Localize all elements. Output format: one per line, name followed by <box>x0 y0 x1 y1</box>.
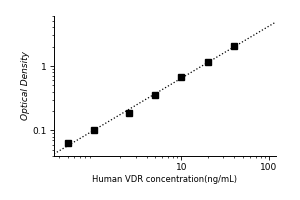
Y-axis label: Optical Density: Optical Density <box>21 51 30 120</box>
X-axis label: Human VDR concentration(ng/mL): Human VDR concentration(ng/mL) <box>92 175 238 184</box>
